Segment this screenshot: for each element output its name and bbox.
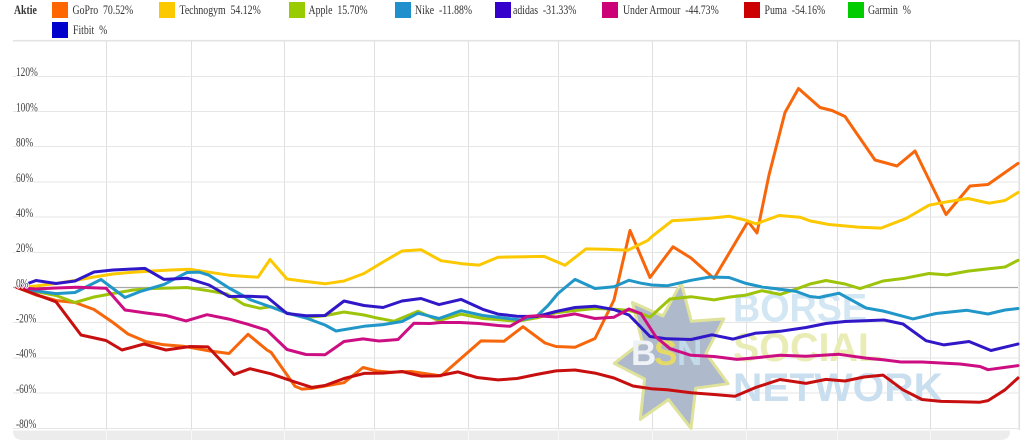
svg-text:80%: 80% — [16, 136, 33, 150]
svg-text:60%: 60% — [16, 172, 33, 186]
svg-text:Apple 15.70%: Apple 15.70% — [309, 4, 368, 17]
svg-text:B: B — [631, 334, 656, 373]
svg-text:adidas -31.33%: adidas -31.33% — [513, 4, 576, 17]
svg-text:100%: 100% — [16, 101, 38, 115]
svg-text:-40%: -40% — [16, 348, 36, 362]
svg-text:120%: 120% — [16, 66, 38, 80]
svg-text:Puma -54.16%: Puma -54.16% — [765, 4, 826, 17]
svg-text:Technogym 54.12%: Technogym 54.12% — [180, 4, 261, 17]
svg-text:NETWORK: NETWORK — [733, 366, 943, 410]
svg-text:Fitbit %: Fitbit % — [73, 24, 107, 37]
svg-text:-20%: -20% — [16, 312, 36, 326]
svg-text:Aktie: Aktie — [14, 4, 37, 17]
svg-text:0%: 0% — [16, 277, 28, 291]
svg-text:-60%: -60% — [16, 383, 36, 397]
svg-text:Garmin %: Garmin % — [868, 4, 911, 17]
svg-text:Under Armour -44.73%: Under Armour -44.73% — [623, 4, 719, 17]
svg-text:S: S — [654, 334, 677, 373]
svg-text:20%: 20% — [16, 242, 33, 256]
svg-text:Nike -11.88%: Nike -11.88% — [415, 4, 472, 17]
svg-text:40%: 40% — [16, 207, 33, 221]
svg-text:GoPro 70.52%: GoPro 70.52% — [73, 4, 134, 17]
svg-text:-80%: -80% — [16, 418, 36, 432]
